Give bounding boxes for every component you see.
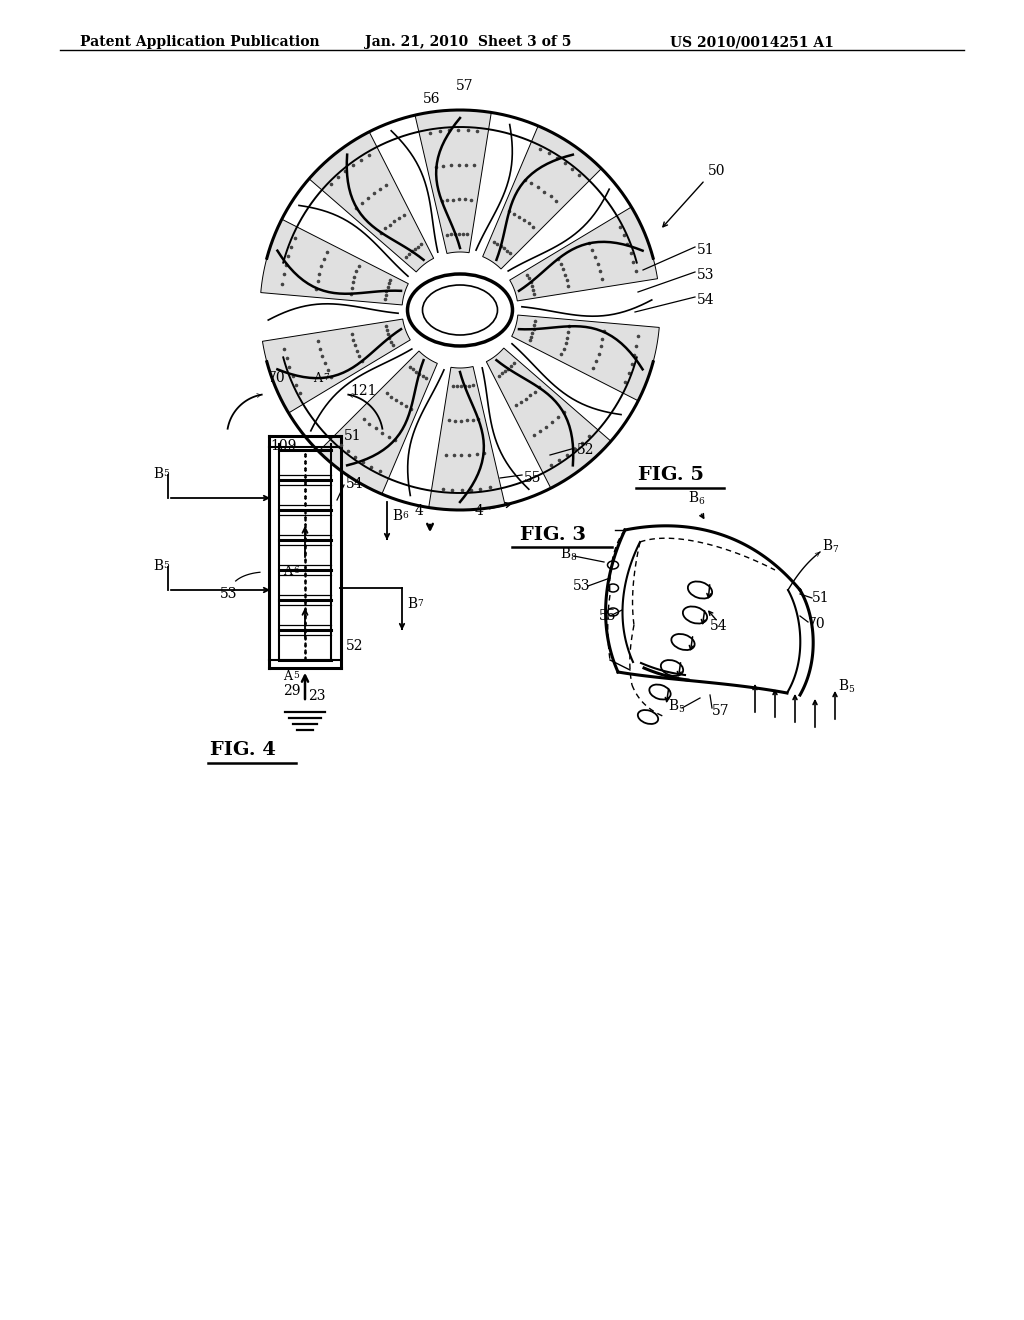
Text: FIG. 4: FIG. 4 [210,741,275,759]
Polygon shape [510,207,657,301]
Text: B: B [560,546,570,561]
Text: B: B [153,558,163,573]
Text: FIG. 3: FIG. 3 [520,525,586,544]
Text: 6: 6 [293,566,299,576]
Text: 7: 7 [831,545,838,554]
Text: 54: 54 [710,619,728,634]
Text: 5: 5 [163,469,169,478]
Text: 29: 29 [283,684,300,698]
Text: Jan. 21, 2010  Sheet 3 of 5: Jan. 21, 2010 Sheet 3 of 5 [365,36,571,49]
Text: 54: 54 [697,293,715,308]
Text: B: B [838,678,848,693]
Ellipse shape [408,275,512,346]
Text: 53: 53 [220,587,238,601]
Text: 55: 55 [524,471,542,484]
Text: 6: 6 [402,511,408,520]
Text: 57: 57 [456,79,474,92]
Polygon shape [512,315,659,401]
Text: 51: 51 [697,243,715,257]
Text: B: B [153,467,163,480]
Polygon shape [486,348,611,488]
Text: 5: 5 [163,561,169,570]
Text: 7: 7 [417,599,423,609]
Text: 52: 52 [577,444,595,457]
Text: 109: 109 [270,440,296,453]
Text: 51: 51 [344,429,361,444]
Polygon shape [482,125,601,269]
Text: 4: 4 [475,503,511,517]
Polygon shape [261,219,409,305]
Polygon shape [318,351,437,494]
Text: B: B [407,597,417,611]
Polygon shape [309,132,434,272]
Text: 54: 54 [346,477,364,491]
Text: 121: 121 [350,384,377,399]
Text: B: B [392,510,402,523]
Text: FIG. 5: FIG. 5 [638,466,705,484]
Polygon shape [429,367,505,510]
Text: 6: 6 [698,498,703,506]
Text: 5: 5 [678,705,684,714]
Text: 4: 4 [415,504,424,517]
Text: B: B [688,491,698,506]
Text: Patent Application Publication: Patent Application Publication [80,36,319,49]
Text: 50: 50 [708,164,725,178]
Text: B: B [822,539,833,553]
Text: US 2010/0014251 A1: US 2010/0014251 A1 [670,36,834,49]
Text: 53: 53 [573,579,591,593]
Text: A: A [283,671,292,682]
Text: 52: 52 [346,639,364,653]
Text: 70: 70 [808,616,825,631]
Text: 57: 57 [712,704,730,718]
Text: 5: 5 [293,671,299,680]
Polygon shape [415,110,492,253]
Polygon shape [262,319,411,413]
Text: 55: 55 [599,609,616,623]
Text: 56: 56 [423,92,440,106]
Text: 5: 5 [848,685,854,694]
Text: 51: 51 [812,591,829,605]
Text: 8: 8 [570,553,575,562]
Text: 7: 7 [323,374,329,381]
Text: B: B [668,700,678,713]
Text: A: A [283,565,292,578]
Text: A: A [313,372,322,385]
Text: 23: 23 [308,689,326,704]
Text: 53: 53 [697,268,715,282]
Text: 70: 70 [268,371,286,385]
